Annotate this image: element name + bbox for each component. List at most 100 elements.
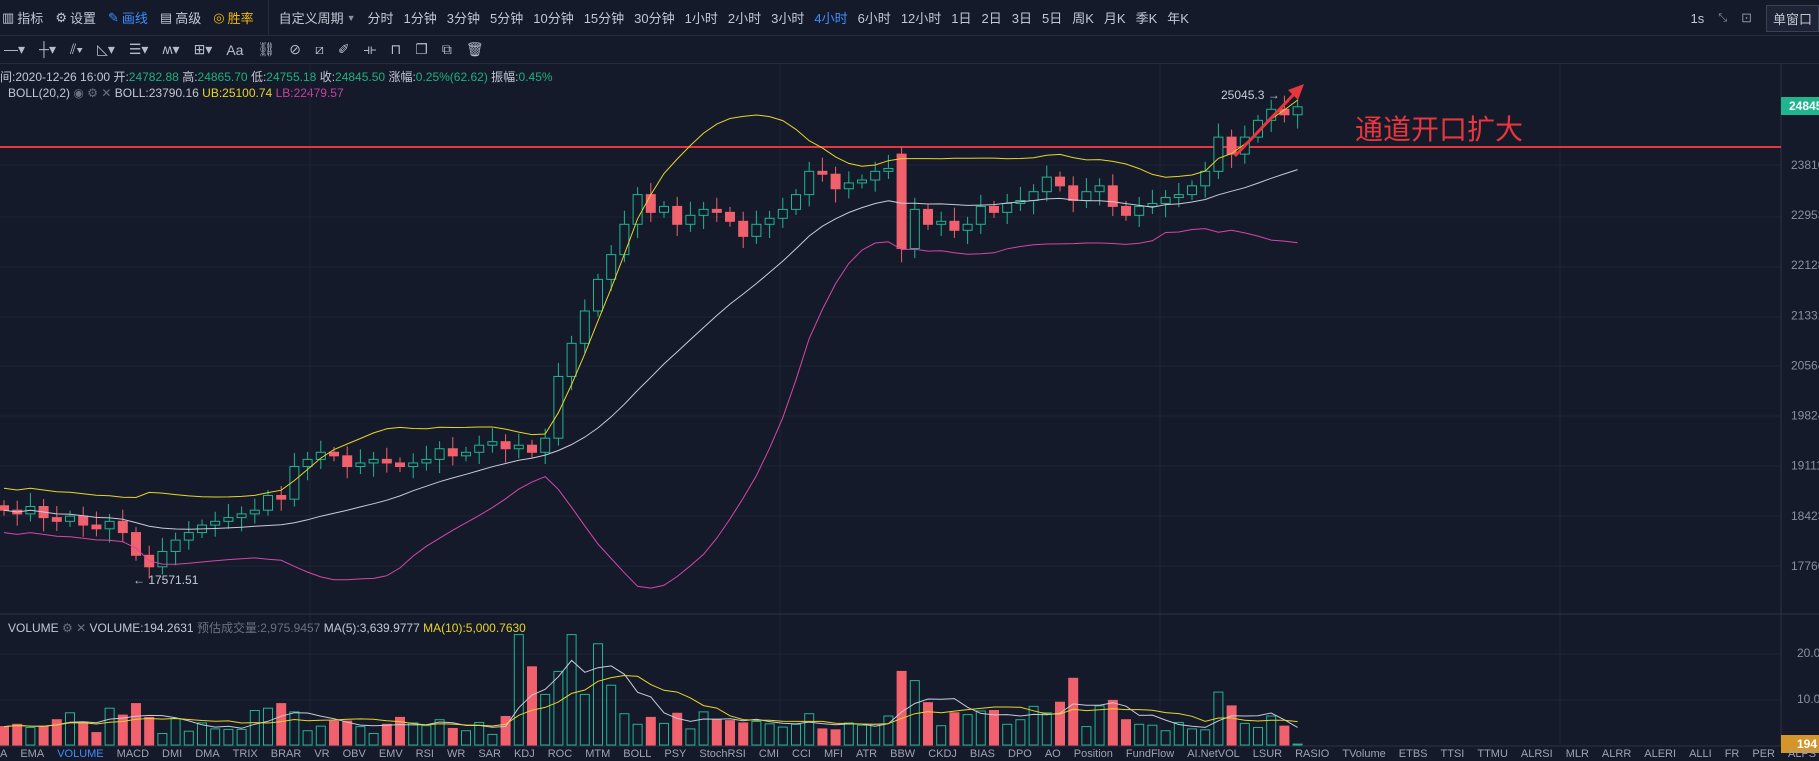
screenshot-icon[interactable]: ⧉ bbox=[441, 41, 452, 57]
indicator-tab-14[interactable]: KDJ bbox=[513, 748, 535, 760]
single-window-button[interactable]: 单窗口 bbox=[1765, 4, 1819, 32]
period-5[interactable]: 15分钟 bbox=[583, 11, 625, 26]
magnet-tool-icon[interactable]: ⊘ bbox=[289, 41, 301, 57]
text-tool-icon[interactable]: Aa bbox=[226, 41, 244, 58]
line-tool-icon[interactable]: —▾ bbox=[4, 41, 26, 57]
close-icon[interactable]: ✕ bbox=[76, 621, 87, 635]
angle-tool-icon[interactable]: ◺▾ bbox=[97, 41, 115, 57]
indicator-tab-19[interactable]: StochRSI bbox=[699, 748, 746, 760]
collapse-icon[interactable]: ⤡ bbox=[1718, 11, 1728, 24]
indicator-tab-28[interactable]: AO bbox=[1044, 748, 1061, 760]
indicator-tab-22[interactable]: MFI bbox=[823, 748, 843, 760]
indicator-tab-26[interactable]: BIAS bbox=[969, 748, 995, 760]
indicator-tab-18[interactable]: PSY bbox=[664, 748, 687, 760]
indicator-tab-30[interactable]: FundFlow bbox=[1125, 748, 1175, 760]
indicator-tab-33[interactable]: RASIO bbox=[1295, 748, 1330, 760]
parallel-tool-icon[interactable]: ⫽▾ bbox=[69, 41, 84, 57]
indicator-tab-3[interactable]: MACD bbox=[116, 748, 150, 760]
period-13[interactable]: 1日 bbox=[951, 11, 972, 26]
period-1[interactable]: 1分钟 bbox=[403, 11, 437, 26]
indicator-tab-7[interactable]: BRAR bbox=[270, 748, 302, 760]
period-6[interactable]: 30分钟 bbox=[634, 11, 675, 26]
indicator-tab-20[interactable]: CMI bbox=[758, 748, 780, 760]
eye-icon[interactable]: ◉ bbox=[73, 86, 84, 100]
indicator-tab-11[interactable]: RSI bbox=[415, 748, 434, 760]
period-0[interactable]: 分时 bbox=[367, 11, 394, 26]
indicator-tab-43[interactable]: FR bbox=[1724, 748, 1740, 760]
toolbar-item-0[interactable]: ▥ 指标 bbox=[2, 8, 43, 27]
indicator-tab-44[interactable]: PER bbox=[1752, 748, 1775, 760]
volume-name[interactable]: VOLUME bbox=[8, 621, 59, 635]
fib-tool-icon[interactable]: ☰▾ bbox=[128, 41, 149, 57]
period-17[interactable]: 周K bbox=[1072, 11, 1094, 26]
period-8[interactable]: 2小时 bbox=[727, 11, 762, 26]
indicator-tab-6[interactable]: TRIX bbox=[232, 748, 258, 760]
period-20[interactable]: 年K bbox=[1167, 11, 1189, 26]
refresh-rate[interactable]: 1s bbox=[1690, 10, 1705, 26]
indicator-tab-29[interactable]: Position bbox=[1073, 748, 1113, 760]
indicator-tab-24[interactable]: BBW bbox=[890, 748, 916, 760]
indicator-tab-34[interactable]: TVolume bbox=[1342, 748, 1386, 760]
toolbar-item-1[interactable]: ⚙ 设置 bbox=[55, 8, 96, 27]
copy-icon[interactable]: ❐ bbox=[415, 41, 428, 57]
indicator-tab-0[interactable]: A bbox=[0, 748, 8, 760]
toolbar-item-4[interactable]: ◎ 胜率 bbox=[213, 8, 253, 27]
indicator-tab-8[interactable]: VR bbox=[314, 748, 330, 760]
period-10[interactable]: 4小时 bbox=[814, 11, 848, 26]
add-window-icon[interactable]: ⊡ bbox=[1741, 10, 1752, 25]
indicator-tab-12[interactable]: WR bbox=[447, 748, 466, 760]
indicator-tab-39[interactable]: MLR bbox=[1565, 748, 1589, 760]
indicator-tab-5[interactable]: DMA bbox=[195, 748, 220, 760]
indicator-tab-4[interactable]: DMI bbox=[162, 748, 183, 760]
indicator-tab-32[interactable]: LSUR bbox=[1252, 748, 1283, 760]
indicator-tab-13[interactable]: SAR bbox=[478, 748, 501, 760]
period-9[interactable]: 3小时 bbox=[771, 11, 805, 26]
indicator-tab-38[interactable]: ALRSI bbox=[1520, 748, 1553, 760]
crosshair-tool-icon[interactable]: ┼▾ bbox=[39, 41, 56, 57]
indicator-tab-41[interactable]: ALERI bbox=[1644, 748, 1677, 760]
indicator-tab-31[interactable]: AI.NetVOL bbox=[1187, 748, 1240, 760]
period-4[interactable]: 10分钟 bbox=[533, 11, 574, 26]
indicator-tab-21[interactable]: CCI bbox=[792, 748, 811, 760]
annotation-text[interactable]: 通道开口扩大 bbox=[1355, 114, 1524, 145]
toolbar-item-2[interactable]: ✎ 画线 bbox=[108, 8, 148, 27]
period-15[interactable]: 3日 bbox=[1011, 11, 1032, 26]
indicator-tab-45[interactable]: ALPST bbox=[1788, 748, 1819, 760]
period-11[interactable]: 6小时 bbox=[857, 11, 891, 26]
indicator-tab-37[interactable]: TTMU bbox=[1477, 748, 1508, 760]
indicator-tab-27[interactable]: DPO bbox=[1008, 748, 1032, 760]
measure-tool-icon[interactable]: ⟛ bbox=[363, 41, 377, 57]
period-2[interactable]: 3分钟 bbox=[446, 11, 480, 26]
wave-tool-icon[interactable]: ʍ▾ bbox=[162, 41, 180, 57]
indicator-tab-35[interactable]: ETBS bbox=[1398, 748, 1428, 760]
period-19[interactable]: 季K bbox=[1135, 11, 1158, 26]
indicator-tab-40[interactable]: ALRR bbox=[1601, 748, 1632, 760]
indicator-tab-10[interactable]: EMV bbox=[378, 748, 403, 760]
grid-tool-icon[interactable]: ⊞▾ bbox=[193, 41, 213, 57]
indicator-tab-9[interactable]: OBV bbox=[342, 748, 366, 760]
ruler-tool-icon[interactable]: ⧄ bbox=[314, 41, 324, 57]
trash-icon[interactable]: 🗑 bbox=[465, 41, 484, 57]
period-18[interactable]: 月K bbox=[1103, 11, 1126, 26]
indicator-tab-15[interactable]: ROC bbox=[547, 748, 573, 760]
lock-icon[interactable]: ⊓ bbox=[390, 41, 402, 57]
indicator-tab-16[interactable]: MTM bbox=[585, 748, 611, 760]
custom-period-dropdown[interactable]: 自定义周期 ▼ bbox=[279, 8, 356, 27]
indicator-tab-25[interactable]: CKDJ bbox=[928, 748, 957, 760]
close-icon[interactable]: ✕ bbox=[101, 86, 112, 100]
indicator-tab-1[interactable]: EMA bbox=[20, 748, 45, 760]
boll-name[interactable]: BOLL(20,2) bbox=[8, 86, 71, 100]
period-3[interactable]: 5分钟 bbox=[490, 11, 524, 26]
link-tool-icon[interactable]: ⛓ bbox=[257, 41, 276, 57]
settings-icon[interactable]: ⚙ bbox=[62, 621, 73, 635]
brush-tool-icon[interactable]: ✐ bbox=[337, 41, 350, 57]
indicator-tab-2[interactable]: VOLUME bbox=[57, 748, 104, 760]
period-12[interactable]: 12小时 bbox=[900, 11, 942, 26]
period-16[interactable]: 5日 bbox=[1041, 11, 1063, 26]
period-14[interactable]: 2日 bbox=[981, 11, 1002, 26]
indicator-tab-36[interactable]: TTSI bbox=[1440, 748, 1465, 760]
indicator-tab-17[interactable]: BOLL bbox=[623, 748, 652, 760]
indicator-tab-23[interactable]: ATR bbox=[855, 748, 878, 760]
toolbar-item-3[interactable]: ▤ 高级 bbox=[160, 8, 201, 27]
